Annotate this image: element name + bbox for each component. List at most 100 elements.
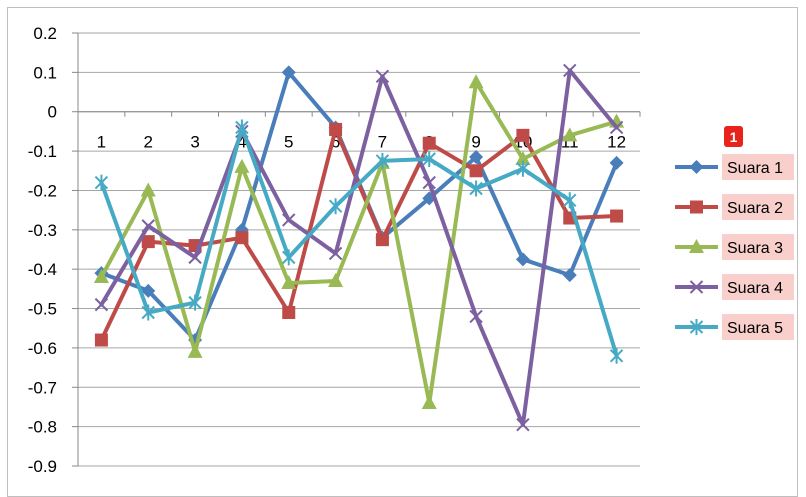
star-marker xyxy=(422,150,436,167)
square-marker xyxy=(235,231,249,245)
square-marker xyxy=(282,305,296,319)
x-tick-label: 9 xyxy=(471,133,480,152)
series-group xyxy=(93,63,625,432)
star-marker xyxy=(94,174,109,191)
x-marker xyxy=(689,280,704,294)
square-marker xyxy=(375,233,389,247)
x-marker xyxy=(94,297,109,312)
x-marker xyxy=(516,417,530,432)
legend-label-highlight xyxy=(722,314,794,340)
triangle-marker xyxy=(515,150,531,165)
square-marker xyxy=(610,209,624,223)
x-marker xyxy=(141,219,155,233)
annotation-badge: 1 xyxy=(724,126,743,147)
diamond-marker xyxy=(281,65,296,80)
legend: Suara 1 Suara 2 Suara 3 Suara 4 Suara 5 xyxy=(675,154,794,340)
diamond-marker xyxy=(609,155,624,170)
triangle-marker xyxy=(187,343,203,358)
line-chart: 0.2 0.1 0 -0.1 -0.2 -0.3 -0.4 -0.5 -0.6 -0.7 -0.8 -… xyxy=(28,24,794,476)
legend-label-highlight xyxy=(722,194,794,220)
legend-item: Suara 1 xyxy=(675,154,794,180)
y-tick-label: 0 xyxy=(48,103,57,122)
badge-background xyxy=(724,126,743,147)
x-marker xyxy=(563,63,577,78)
star-marker xyxy=(689,319,704,335)
triangle-marker xyxy=(281,274,297,289)
y-tick-label: -0.2 xyxy=(28,181,57,200)
x-tick-label: 2 xyxy=(144,133,153,152)
y-axis: 0.2 0.1 0 -0.1 -0.2 -0.3 -0.4 -0.5 -0.6 -0.7 -0.8 -… xyxy=(28,24,79,476)
star-marker xyxy=(235,119,249,136)
series-line xyxy=(99,68,619,427)
x-marker xyxy=(328,246,343,261)
y-tick-label: -0.3 xyxy=(28,221,57,240)
triangle-marker xyxy=(328,272,344,287)
legend-label-highlight xyxy=(722,154,794,180)
x-marker xyxy=(469,309,483,324)
legend-label: Suara 5 xyxy=(727,320,783,337)
x-tick-label: 4 xyxy=(237,133,246,152)
legend-item: Suara 3 xyxy=(675,234,794,260)
y-tick-label: -0.8 xyxy=(28,418,57,437)
x-marker xyxy=(609,120,624,135)
diamond-marker xyxy=(562,268,577,283)
legend-label: Suara 1 xyxy=(727,160,783,177)
square-marker xyxy=(329,122,343,136)
star-marker xyxy=(516,160,530,177)
x-tick-label: 1 xyxy=(97,133,106,152)
star-marker xyxy=(469,180,483,197)
legend-label: Suara 4 xyxy=(727,280,783,297)
x-tick-label: 5 xyxy=(284,133,293,152)
y-tick-label: 0.2 xyxy=(33,24,57,43)
triangle-marker xyxy=(468,74,484,89)
x-marker xyxy=(282,213,296,227)
badge-label: 1 xyxy=(730,129,738,145)
triangle-marker xyxy=(93,269,109,284)
series-line xyxy=(99,80,619,405)
series-line xyxy=(99,125,619,358)
chart-frame xyxy=(7,7,798,497)
triangle-marker xyxy=(234,158,250,173)
y-tick-label: -0.4 xyxy=(28,260,57,279)
x-marker xyxy=(422,175,436,190)
y-tick-label: -0.6 xyxy=(28,339,57,358)
series-2 xyxy=(94,122,624,347)
legend-label: Suara 3 xyxy=(727,240,783,257)
square-marker xyxy=(469,164,483,178)
legend-label-highlight xyxy=(722,234,794,260)
triangle-marker xyxy=(421,395,437,410)
diamond-marker xyxy=(469,149,484,164)
y-tick-label: -0.7 xyxy=(28,378,57,397)
star-marker xyxy=(375,152,390,169)
square-marker xyxy=(141,235,155,249)
star-marker xyxy=(563,192,577,209)
legend-label: Suara 2 xyxy=(727,200,783,217)
gridlines xyxy=(78,32,640,467)
triangle-marker xyxy=(140,182,156,197)
square-marker xyxy=(516,128,530,142)
legend-item: Suara 2 xyxy=(675,194,794,220)
star-marker xyxy=(188,294,202,311)
diamond-marker xyxy=(689,160,704,174)
triangle-marker xyxy=(689,239,704,253)
x-tick-label: 12 xyxy=(607,133,626,152)
y-tick-label: -0.5 xyxy=(28,300,57,319)
x-tick-label: 3 xyxy=(190,133,199,152)
x-marker xyxy=(188,250,202,265)
series-4 xyxy=(94,63,624,432)
star-marker xyxy=(141,304,155,321)
x-tick-label: 6 xyxy=(331,133,340,152)
square-marker xyxy=(690,200,703,214)
series-5 xyxy=(94,119,624,364)
legend-item: Suara 4 xyxy=(675,274,794,300)
x-tick-label: 7 xyxy=(378,133,387,152)
legend-label-highlight xyxy=(722,274,794,300)
legend-item: Suara 5 xyxy=(675,314,794,340)
star-marker xyxy=(609,347,624,364)
star-marker xyxy=(328,198,343,215)
y-tick-label: -0.1 xyxy=(28,142,57,161)
square-marker xyxy=(422,136,436,150)
y-tick-label: 0.1 xyxy=(33,63,57,82)
diamond-marker xyxy=(141,283,156,298)
square-marker xyxy=(94,333,108,347)
